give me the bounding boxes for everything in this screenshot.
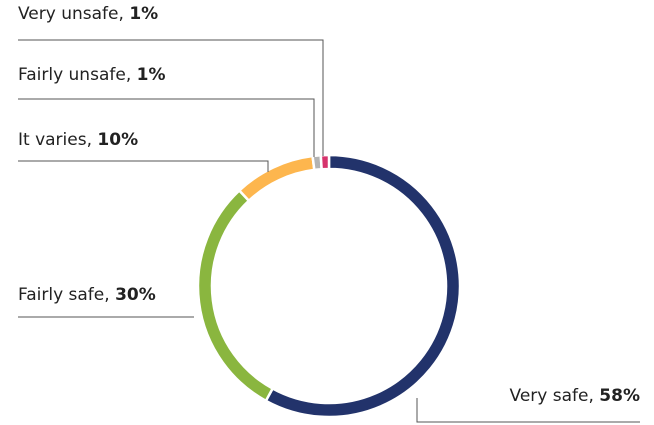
leader-line [18,39,324,156]
label-name: Fairly unsafe [18,65,126,85]
label-name: Fairly safe [18,285,104,305]
label-value: 30% [115,285,156,305]
segment-label: Very safe, 58% [510,386,640,406]
label-separator: , [588,386,599,406]
label-value: 58% [599,386,640,406]
label-separator: , [119,4,130,24]
label-value: 1% [137,65,166,85]
segment-label: Very unsafe, 1% [18,4,158,24]
label-name: Very unsafe [18,4,119,24]
segment-label: It varies, 10% [18,130,138,150]
leader-line [18,160,269,172]
segment-label: Fairly unsafe, 1% [18,65,166,85]
label-name: It varies [18,130,87,150]
segment-label: Fairly safe, 30% [18,285,156,305]
donut-segment [196,188,275,403]
label-value: 10% [97,130,138,150]
donut-segment [264,153,462,419]
leader-line [416,398,640,423]
label-name: Very safe [510,386,589,406]
donut-segment [319,153,331,171]
label-separator: , [126,65,137,85]
label-separator: , [87,130,98,150]
label-separator: , [104,285,115,305]
donut-segment [237,154,316,203]
leader-line [18,98,315,157]
label-value: 1% [129,4,158,24]
